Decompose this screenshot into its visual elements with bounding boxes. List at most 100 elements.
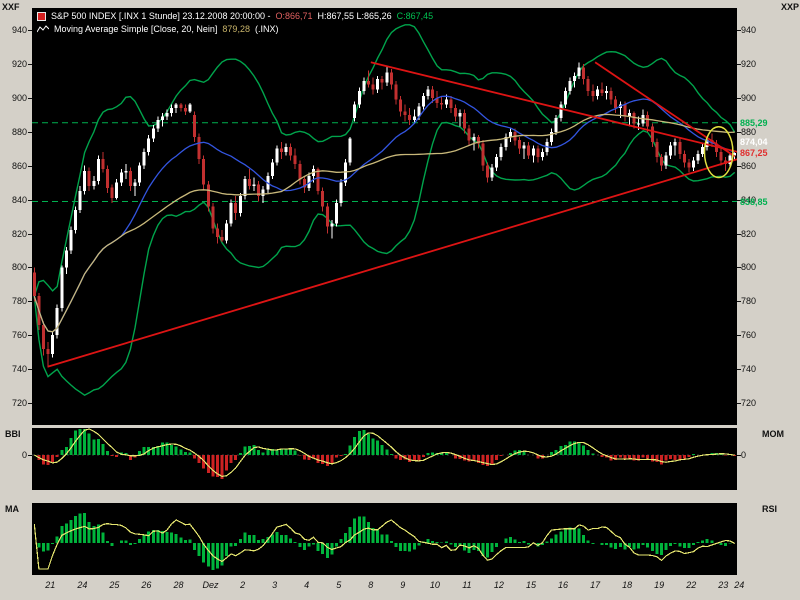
x-axis-label: 3	[272, 580, 278, 590]
panel1-right-label: MOM	[762, 429, 784, 439]
x-axis-label: 18	[622, 580, 633, 590]
x-axis-label: 5	[336, 580, 342, 590]
x-axis-label: 26	[141, 580, 152, 590]
wave-icon	[37, 24, 49, 32]
x-axis-label: 22	[686, 580, 697, 590]
panel2-right-label: RSI	[762, 504, 778, 514]
close-value: C:867,45	[396, 11, 434, 21]
x-axis-label: 24	[734, 580, 745, 590]
main-price-chart[interactable]: S&P 500 INDEX [.INX 1 Stunde] 23.12.2008…	[32, 8, 737, 425]
axis-tick	[737, 63, 741, 65]
y-axis-label: 940	[741, 25, 757, 36]
x-axis-label: 12	[493, 580, 504, 590]
y-axis-label: 860	[11, 160, 27, 171]
sma-fast-line	[33, 95, 735, 333]
axis-tick	[737, 233, 741, 235]
y-axis-label: 840	[741, 194, 757, 205]
rsi-indicator-panel[interactable]	[32, 503, 737, 575]
y-axis-label: 820	[741, 228, 757, 239]
x-axis-label: 9	[400, 580, 406, 590]
top-right-label: XXP	[780, 2, 799, 12]
x-axis-label: 8	[368, 580, 374, 590]
indicator-value: 879,28	[222, 24, 250, 34]
axis-tick	[28, 403, 32, 405]
axis-tick	[28, 267, 32, 269]
axis-tick	[28, 199, 32, 201]
axis-tick	[28, 165, 32, 167]
axis-tick	[737, 131, 741, 133]
axis-tick	[737, 455, 741, 456]
x-axis-label: 23	[718, 580, 729, 590]
y-axis-label: 920	[11, 58, 27, 69]
axis-tick	[737, 403, 741, 405]
y-axis-label: 840	[11, 194, 27, 205]
y-axis-label: 740	[11, 364, 27, 375]
y-axis-label: 860	[741, 160, 757, 171]
sma-slow-line	[33, 113, 735, 333]
y-axis-label: 720	[11, 398, 27, 409]
x-axis-label: 16	[558, 580, 569, 590]
y-axis-label: 800	[741, 262, 757, 273]
y-axis-label: 900	[11, 92, 27, 103]
chart-title-row: S&P 500 INDEX [.INX 1 Stunde] 23.12.2008…	[37, 11, 433, 21]
x-axis-label: 17	[590, 580, 601, 590]
panel1-left-label: BBI	[5, 429, 21, 439]
rsi-histogram	[33, 513, 735, 570]
indicator-title-row: Moving Average Simple [Close, 20, Nein] …	[37, 24, 278, 34]
momentum-histogram	[32, 428, 737, 479]
axis-tick	[737, 267, 741, 269]
price-tag: 874,04	[740, 136, 768, 147]
axis-tick	[28, 63, 32, 65]
indicator-symbol: (.INX)	[254, 24, 279, 34]
top-left-label: XXF	[2, 2, 20, 12]
x-axis-label: 19	[654, 580, 665, 590]
x-axis-label: 21	[45, 580, 56, 590]
axis-tick	[737, 301, 741, 303]
chart-title: S&P 500 INDEX [.INX 1 Stunde] 23.12.2008…	[51, 11, 271, 21]
axis-tick	[737, 30, 741, 32]
panel2-left-label: MA	[5, 504, 19, 514]
trendlines	[47, 61, 737, 368]
axis-tick	[28, 369, 32, 371]
x-axis-label: 28	[173, 580, 184, 590]
y-axis-label: 740	[741, 364, 757, 375]
y-axis-label: 780	[11, 296, 27, 307]
bollinger-bands	[33, 24, 736, 397]
x-axis-label: 10	[429, 580, 440, 590]
chart-icon	[37, 11, 46, 21]
candlestick-plot	[32, 24, 737, 397]
x-axis-label: 2	[240, 580, 246, 590]
highlight-ellipse	[703, 125, 734, 179]
y-axis-label: 900	[741, 92, 757, 103]
momentum-indicator-panel[interactable]	[32, 428, 737, 490]
panel1-zero-label: 0	[741, 450, 747, 460]
panel1-zero-label: 0	[21, 450, 27, 460]
axis-tick	[28, 233, 32, 235]
indicator-label: Moving Average Simple [Close, 20, Nein]	[54, 24, 218, 34]
axis-tick	[28, 301, 32, 303]
x-axis-label: 11	[462, 580, 472, 590]
y-axis-label: 920	[741, 58, 757, 69]
price-tag: 885,29	[740, 117, 768, 128]
x-axis-label: 24	[77, 580, 88, 590]
open-value: O:866,71	[275, 11, 313, 21]
axis-tick	[28, 30, 32, 32]
axis-tick	[28, 97, 32, 99]
axis-tick	[737, 369, 741, 371]
x-axis-label: 15	[525, 580, 536, 590]
high-low-values: H:867,55 L:865,26	[317, 11, 392, 21]
y-axis-label: 760	[741, 330, 757, 341]
x-axis-label: 4	[304, 580, 310, 590]
y-axis-label: 720	[741, 398, 757, 409]
axis-tick	[737, 97, 741, 99]
x-axis-label: 25	[109, 580, 120, 590]
axis-tick	[737, 335, 741, 337]
axis-tick	[737, 165, 741, 167]
y-axis-label: 880	[741, 126, 757, 137]
axis-tick	[28, 335, 32, 337]
y-axis-label: 780	[741, 296, 757, 307]
price-tag: 838,85	[740, 196, 768, 207]
x-axis-label: Dez	[202, 580, 219, 590]
y-axis-label: 940	[11, 25, 27, 36]
